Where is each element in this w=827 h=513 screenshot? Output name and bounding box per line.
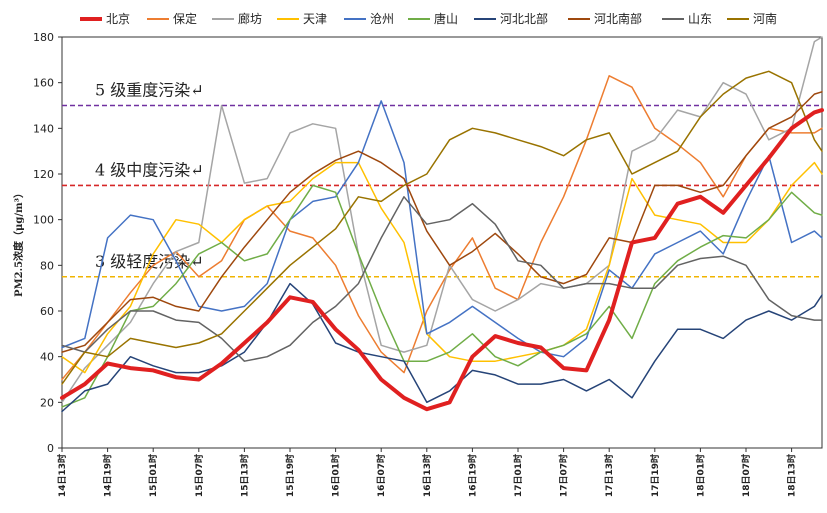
pollution-thresholds: 5 级重度污染↵4 级中度污染↵3 级轻度污染↵: [62, 81, 822, 278]
legend-entry-label: 河北北部: [500, 11, 548, 26]
x-tick-label: 15日19时: [284, 454, 296, 497]
legend-entry-label: 河南: [753, 11, 777, 26]
x-tick-label: 17日01时: [512, 454, 524, 497]
legend-entry-label: 唐山: [434, 11, 458, 26]
x-tick-label: 16日01时: [330, 454, 342, 497]
y-axis-label: PM2.5浓度（μg/m³）: [12, 188, 25, 297]
plot-frame: [61, 36, 823, 449]
legend-entry-label: 河北南部: [594, 11, 642, 26]
y-tick-label: 160: [33, 77, 54, 90]
legend-entry-label: 保定: [173, 11, 197, 26]
y-tick-label: 0: [47, 442, 54, 455]
x-tick-label: 18日07时: [740, 454, 752, 497]
x-tick-label: 15日07时: [193, 454, 205, 497]
y-tick-label: 80: [40, 259, 54, 272]
series-line-5: [61, 184, 823, 408]
x-tick-label: 18日13时: [786, 454, 798, 497]
series-line-7: [61, 91, 823, 353]
x-tick-label: 15日01时: [147, 454, 159, 497]
series-lines: [60, 36, 824, 413]
x-tick-label: 16日07时: [375, 454, 387, 497]
x-tick-label: 16日19时: [466, 454, 478, 497]
y-tick-label: 180: [33, 31, 54, 44]
y-tick-label: 60: [40, 305, 54, 318]
x-tick-label: 17日19时: [649, 454, 661, 497]
legend-entry-label: 北京: [106, 12, 130, 26]
y-tick-label: 20: [40, 396, 54, 409]
series-line-0: [60, 108, 824, 412]
series-line-1: [61, 75, 823, 381]
x-tick-label: 17日07时: [558, 454, 570, 497]
y-tick-label: 140: [33, 122, 54, 135]
legend-entry-label: 山东: [688, 12, 712, 26]
threshold-label: 4 级中度污染↵: [95, 160, 204, 179]
series-line-3: [61, 161, 823, 374]
axes: 0 20 40 60 80 100 120 140 160 180 14日13时 14日19时 15日0…: [12, 31, 798, 497]
legend-entry-label: 天津: [303, 12, 327, 26]
series-line-4: [61, 100, 823, 358]
y-tick-label: 40: [40, 351, 54, 364]
series-line-6: [61, 282, 823, 413]
x-tick-label: 17日13时: [603, 454, 615, 497]
x-tick-label: 15日13时: [238, 454, 250, 497]
plot-border: [61, 36, 823, 449]
chart-legend: 北京 保定 廊坊 天津 沧州 唐山 河北北部 河北南部 山东 河南: [80, 11, 777, 26]
legend-entry-label: 廊坊: [238, 11, 262, 26]
y-tick-label: 100: [33, 214, 54, 227]
threshold-label: 5 级重度污染↵: [95, 81, 204, 100]
x-tick-label: 14日19时: [102, 454, 114, 497]
y-tick-label: 120: [33, 168, 54, 181]
series-line-9: [61, 70, 823, 385]
series-line-8: [61, 196, 823, 362]
legend-entry-label: 沧州: [370, 11, 394, 26]
x-tick-label: 16日13时: [421, 454, 433, 497]
x-tick-label: 18日01时: [694, 454, 706, 497]
x-tick-label: 14日13时: [56, 454, 68, 497]
